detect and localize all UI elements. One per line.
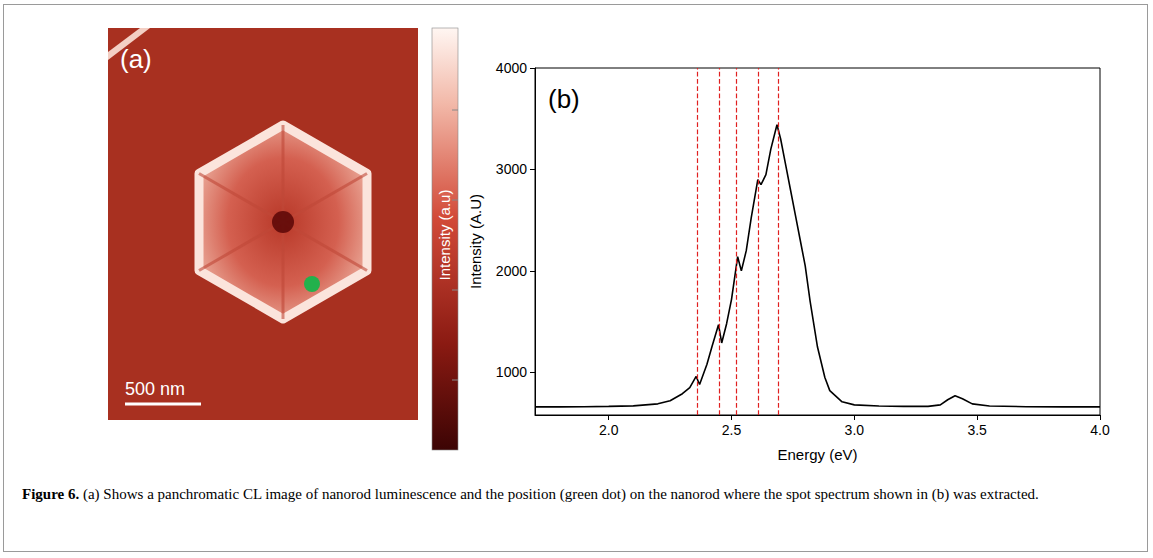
svg-text:4.0: 4.0 [1090,422,1110,438]
svg-text:3000: 3000 [496,161,527,177]
html-text:Figure 6. (a) Shows a panchrom: Figure 6. (a) Shows a panchromatic CL im… [22,486,1039,502]
svg-text:4000: 4000 [496,60,527,76]
svg-text:Intensity (a.u): Intensity (a.u) [436,190,453,281]
svg-text:Intensity (A.U): Intensity (A.U) [467,194,484,289]
svg-text:500 nm: 500 nm [125,379,185,399]
svg-text:(a): (a) [120,44,152,74]
svg-text:Energy (eV): Energy (eV) [777,446,857,463]
svg-text:2.5: 2.5 [722,422,742,438]
svg-text:2000: 2000 [496,263,527,279]
svg-text:2.0: 2.0 [599,422,619,438]
svg-text:1000: 1000 [496,364,527,380]
svg-text:(b): (b) [548,84,580,114]
svg-text:3.5: 3.5 [967,422,987,438]
svg-text:3.0: 3.0 [845,422,865,438]
